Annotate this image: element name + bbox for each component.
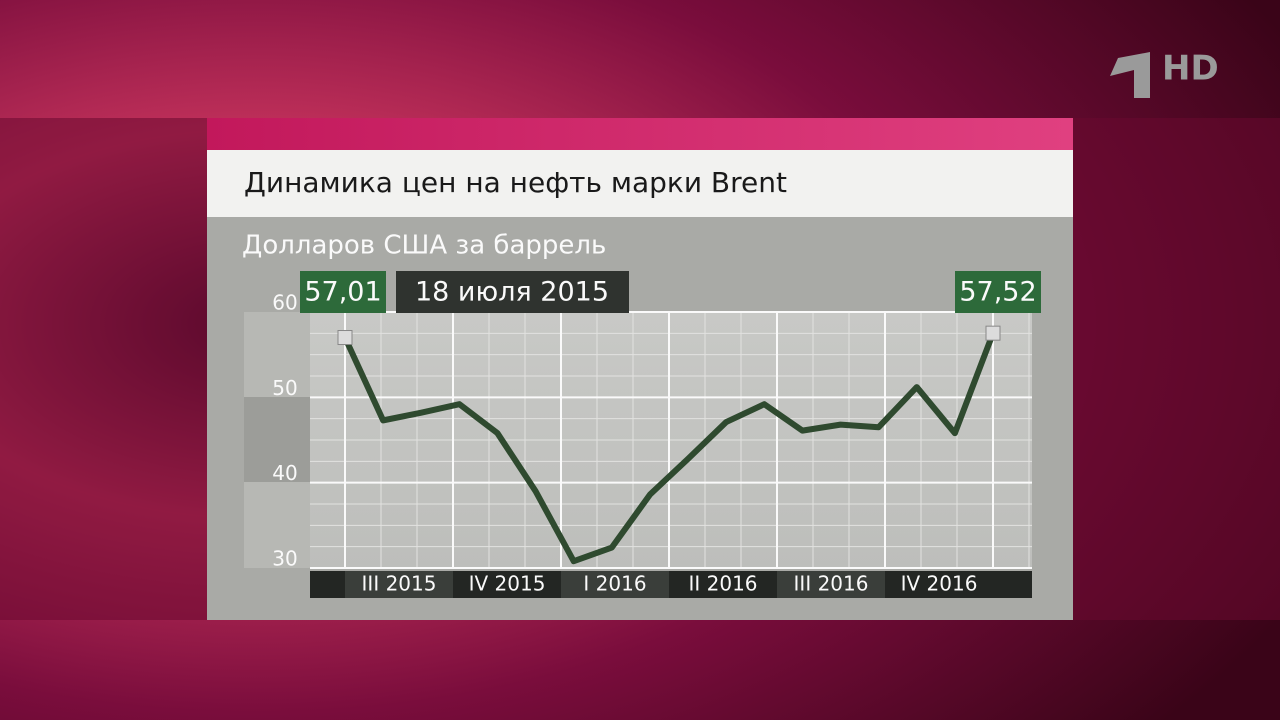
x-tick-label: I 2016 bbox=[583, 572, 646, 596]
y-tick-label: 50 bbox=[272, 376, 297, 400]
panel-strip bbox=[207, 118, 1073, 150]
chart-title: Динамика цен на нефть марки Brent bbox=[244, 166, 787, 199]
value-label: 57,01 bbox=[304, 277, 381, 308]
annotation-box bbox=[396, 271, 629, 313]
line bbox=[342, 332, 996, 565]
title-area bbox=[207, 150, 1073, 217]
annotation: 18 июля 2015 bbox=[415, 277, 609, 308]
logo: HD bbox=[1162, 49, 1219, 89]
x-axis-cell bbox=[453, 571, 561, 598]
point-marker bbox=[985, 325, 1001, 341]
y-tick-label: 60 bbox=[272, 291, 297, 315]
y-tick-label: 30 bbox=[272, 547, 297, 571]
x-tick-label: II 2016 bbox=[688, 572, 757, 596]
x-axis-cell bbox=[669, 571, 777, 598]
y-tick-label: 40 bbox=[272, 461, 297, 485]
tick-column-band bbox=[244, 397, 310, 482]
value-label-box bbox=[300, 271, 386, 313]
x-tick-label: III 2015 bbox=[362, 572, 437, 596]
x-tick-label: IV 2015 bbox=[469, 572, 546, 596]
x-axis-cell bbox=[777, 571, 885, 598]
x-tick-label: IV 2016 bbox=[901, 572, 978, 596]
value-label-box bbox=[955, 271, 1041, 313]
value-label: 57,52 bbox=[959, 277, 1036, 308]
x-axis-cell bbox=[345, 571, 453, 598]
chart-subtitle: Долларов США за баррель bbox=[242, 231, 606, 261]
x-tick-label: III 2016 bbox=[794, 572, 869, 596]
x-axis-cell bbox=[885, 571, 993, 598]
logo-one bbox=[1110, 52, 1150, 98]
point-marker bbox=[337, 330, 353, 346]
x-axis-cell bbox=[561, 571, 669, 598]
